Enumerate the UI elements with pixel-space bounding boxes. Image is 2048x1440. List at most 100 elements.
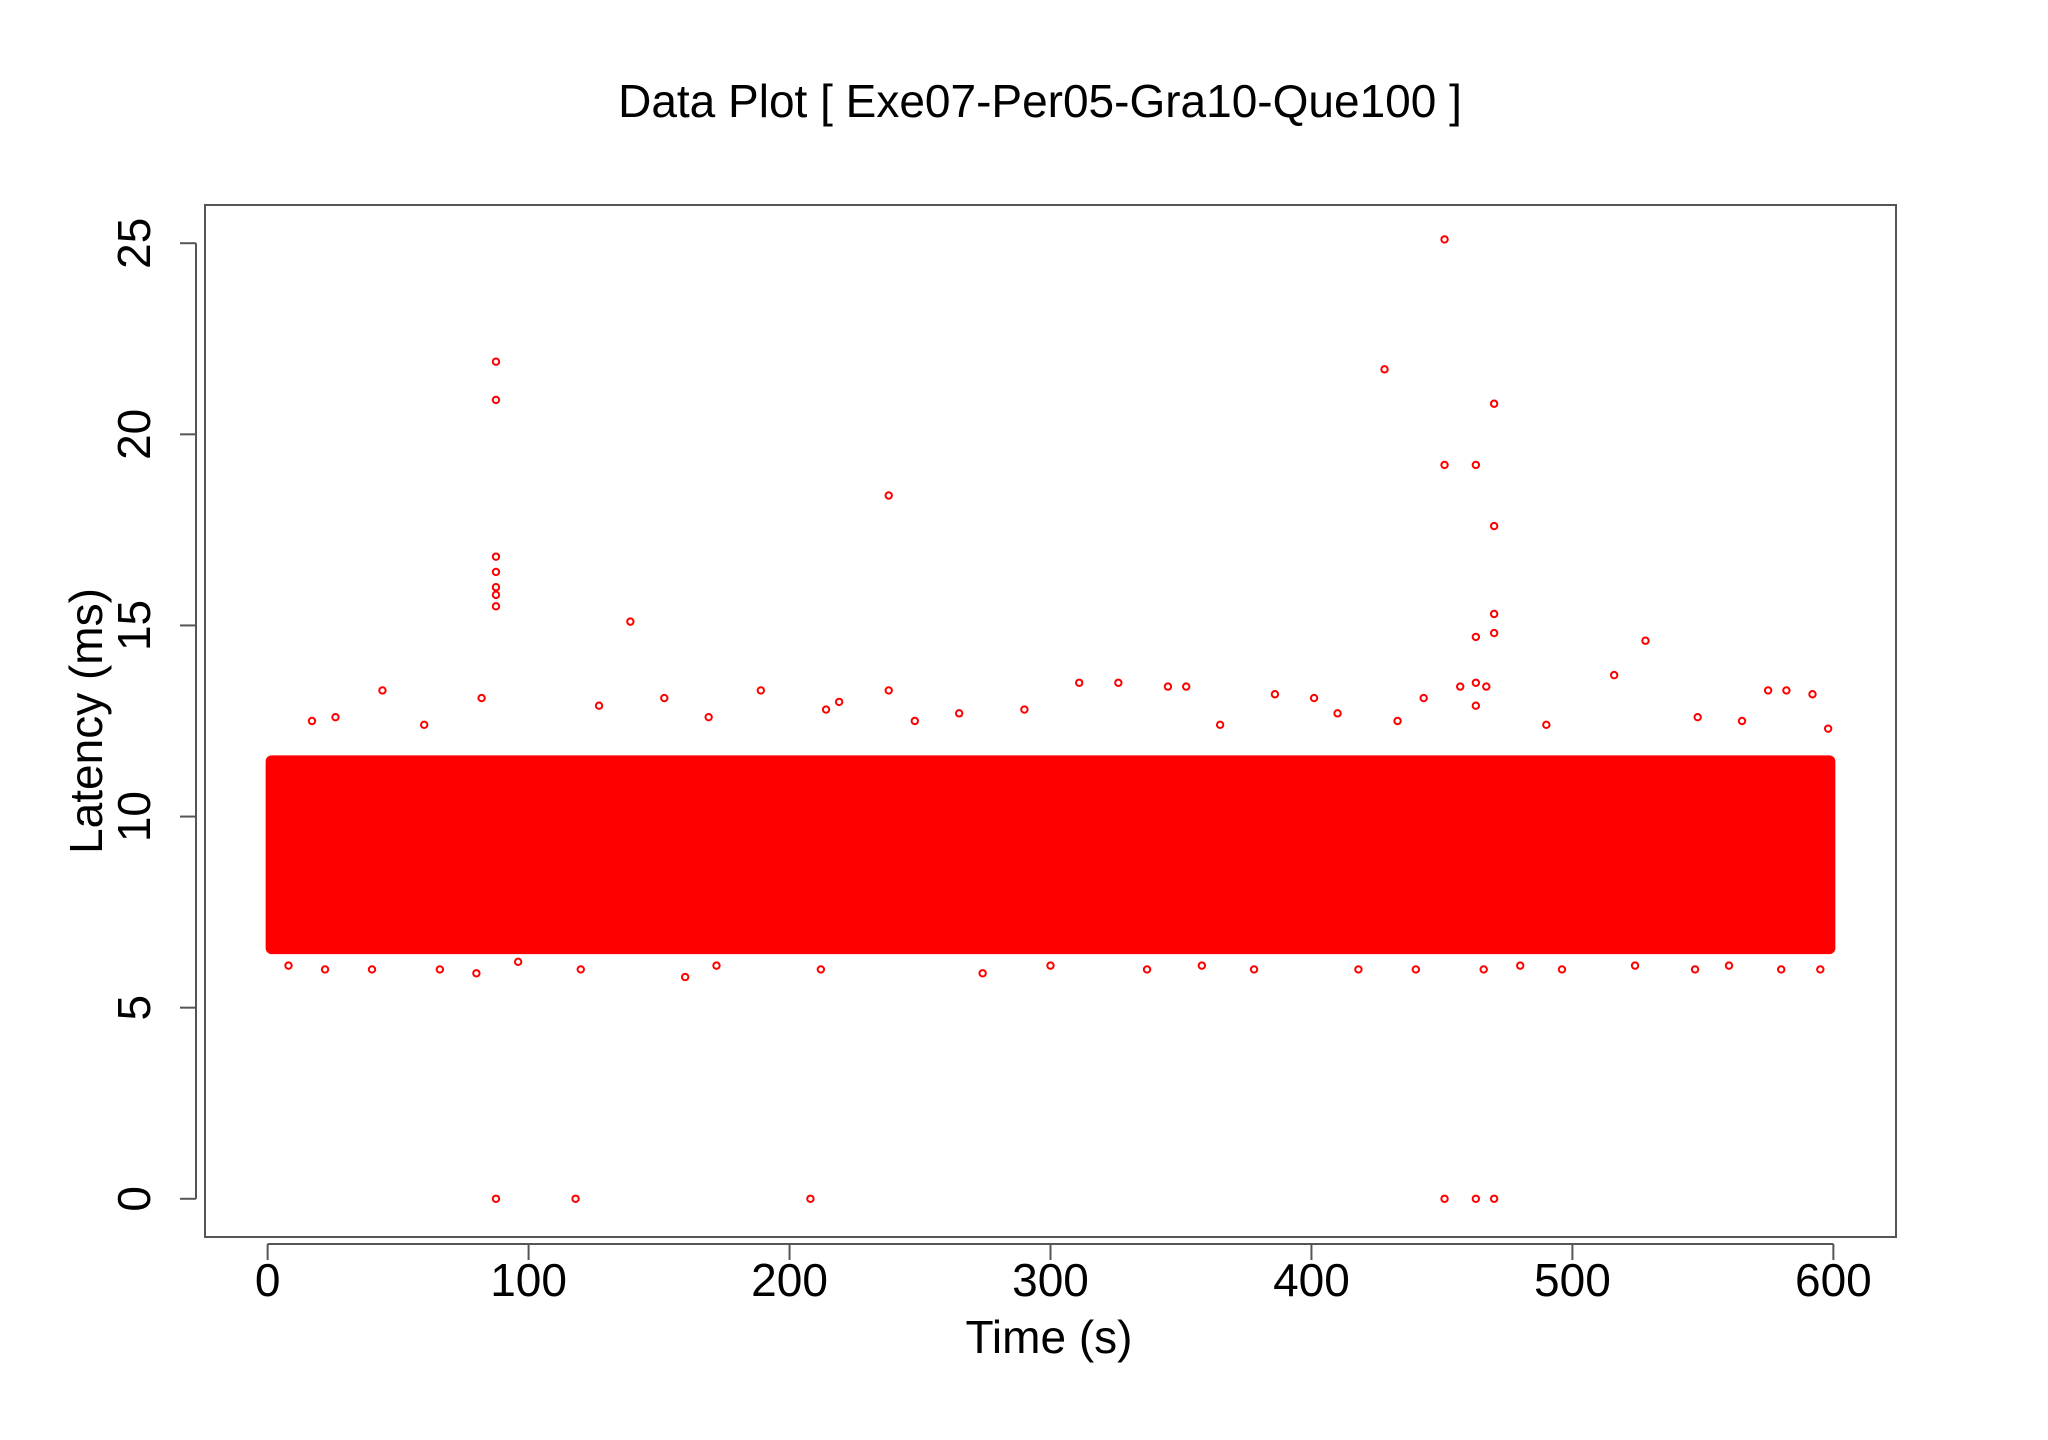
data-point (367, 965, 377, 974)
data-point (491, 567, 501, 577)
data-point (1482, 682, 1491, 691)
data-point (1456, 682, 1465, 691)
data-point (1142, 965, 1152, 974)
data-point (1516, 961, 1525, 970)
data-point (1693, 712, 1702, 722)
data-point (816, 965, 826, 974)
data-point (1309, 693, 1319, 703)
data-point (378, 686, 387, 695)
data-point (1542, 720, 1551, 730)
x-tick-label: 100 (490, 1254, 567, 1306)
data-point (1249, 965, 1259, 974)
data-point (1333, 709, 1342, 718)
data-point (806, 1194, 815, 1203)
data-point (1816, 965, 1825, 974)
data-point (884, 686, 893, 695)
data-point (1075, 678, 1084, 687)
data-point (1215, 720, 1225, 730)
data-point (1823, 724, 1833, 733)
x-axis-label: Time (s) (966, 1311, 1133, 1363)
chart-title: Data Plot [ Exe07-Per05-Gra10-Que100 ] (618, 75, 1462, 127)
data-point (1489, 609, 1499, 619)
data-point (884, 491, 893, 500)
data-point (320, 965, 330, 974)
data-point (491, 357, 501, 366)
data-point (1471, 460, 1481, 470)
data-point (978, 969, 987, 978)
data-point (1020, 705, 1029, 714)
data-point (284, 961, 293, 970)
data-point (1440, 235, 1449, 244)
y-tick-label: 25 (108, 218, 160, 269)
data-point (1471, 632, 1481, 642)
data-point (1471, 701, 1481, 710)
y-axis-label: Latency (ms) (60, 588, 112, 854)
data-point (513, 957, 523, 966)
data-point (1489, 628, 1499, 638)
data-point (910, 716, 920, 726)
data-point (1609, 670, 1619, 680)
data-point (1489, 1194, 1499, 1203)
data-point (1354, 965, 1363, 974)
data-point (491, 1194, 501, 1203)
data-point (576, 965, 585, 974)
data-point (954, 709, 964, 718)
data-point (571, 1194, 580, 1203)
dense-latency-band (265, 755, 1836, 955)
data-point (660, 693, 669, 703)
data-point (626, 617, 635, 626)
data-point (680, 972, 690, 982)
data-point (1471, 678, 1481, 687)
data-point (1808, 690, 1817, 699)
y-tick-label: 5 (108, 995, 160, 1021)
data-point (491, 395, 501, 405)
data-point (594, 701, 604, 710)
x-tick-label: 400 (1273, 1254, 1350, 1306)
x-tick-label: 500 (1534, 1254, 1611, 1306)
data-point (1163, 682, 1173, 691)
plot-frame (204, 204, 1897, 1238)
data-point (491, 583, 501, 592)
data-point (491, 590, 501, 600)
data-point (1411, 965, 1421, 974)
y-tick-label: 0 (108, 1186, 160, 1212)
y-axis: 0 5 10 15 20 25 (108, 218, 197, 1212)
data-point (1114, 678, 1123, 687)
data-point (1489, 399, 1499, 408)
data-point (1479, 965, 1488, 974)
data-point (477, 693, 486, 703)
x-tick-label: 300 (1012, 1254, 1089, 1306)
data-point (1440, 1194, 1449, 1203)
data-point (1380, 365, 1389, 374)
data-point (1776, 965, 1786, 974)
data-point (331, 712, 340, 722)
data-point (1737, 716, 1747, 726)
data-point (1471, 1194, 1481, 1203)
data-point (1763, 686, 1773, 695)
data-point (756, 686, 766, 695)
y-tick-label: 20 (108, 409, 160, 460)
data-point (472, 969, 481, 978)
data-point (491, 552, 501, 561)
data-point (821, 705, 831, 714)
x-tick-label: 200 (751, 1254, 828, 1306)
x-axis: 0 100 200 300 400 500 600 (255, 1243, 1872, 1306)
data-point (1630, 961, 1640, 970)
data-point (491, 602, 501, 611)
y-tick-label: 15 (108, 600, 160, 651)
data-point (1046, 961, 1055, 970)
data-point (1440, 460, 1449, 470)
data-point (1724, 961, 1734, 970)
data-point (435, 965, 445, 974)
x-tick-label: 600 (1795, 1254, 1872, 1306)
data-point (420, 720, 429, 730)
data-point (1270, 690, 1280, 699)
data-point (1690, 965, 1700, 974)
data-point (712, 961, 721, 970)
x-tick-label: 0 (255, 1254, 281, 1306)
dense-band-layer (265, 755, 1836, 955)
data-point (307, 716, 317, 726)
data-point (1419, 693, 1428, 703)
data-point (1641, 636, 1650, 645)
